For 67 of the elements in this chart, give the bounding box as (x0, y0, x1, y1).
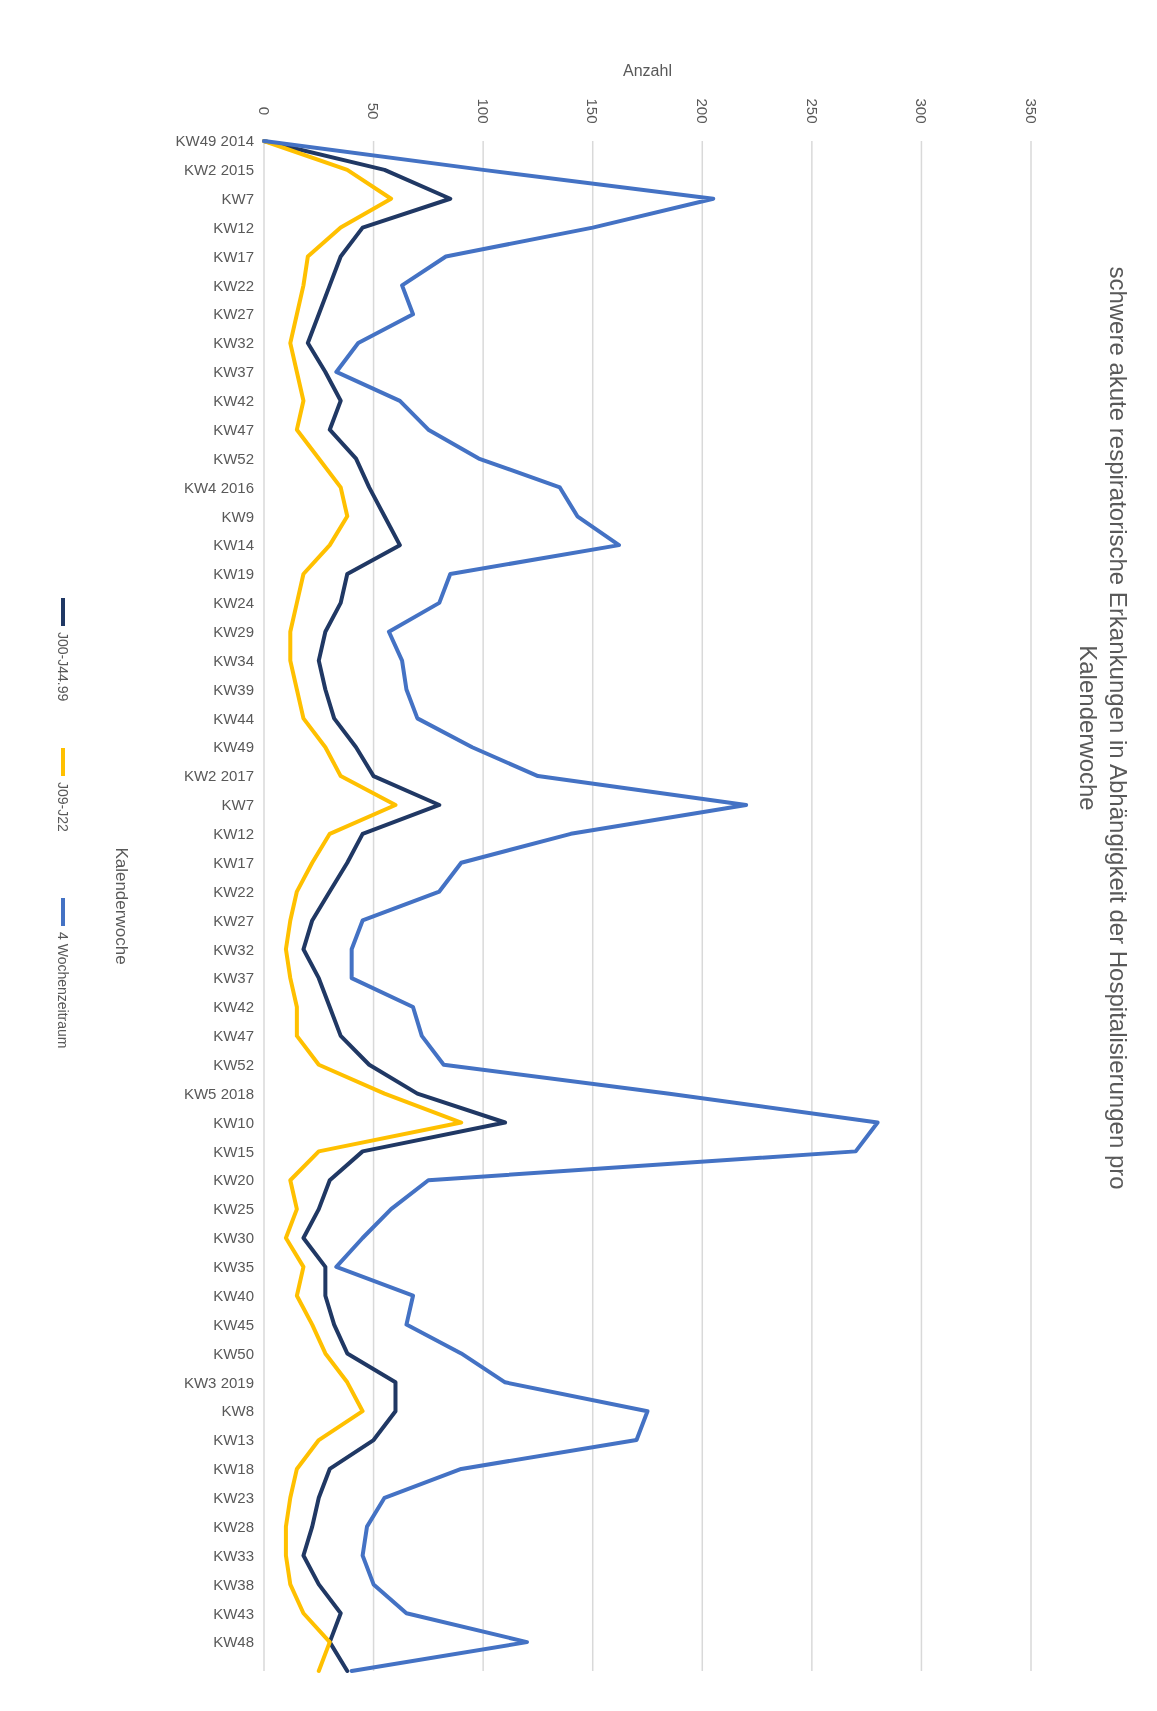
y-tick-label: KW12 (213, 218, 254, 236)
y-tick-label: KW5 2018 (183, 1084, 254, 1102)
x-tick-label: 50 (365, 102, 383, 120)
legend-label: J00-J44.99 (55, 632, 72, 702)
y-tick-label: KW27 (213, 305, 254, 323)
y-tick-label: KW29 (213, 623, 254, 640)
y-tick-label: KW8 (221, 1402, 254, 1420)
y-tick-label: KW17 (213, 247, 254, 265)
x-axis-title: Anzahl (623, 62, 672, 79)
y-tick-label: KW20 (213, 1171, 254, 1189)
legend-label: J09-J22 (55, 782, 72, 833)
y-tick-label: KW52 (213, 1056, 254, 1074)
y-tick-label: KW48 (213, 1633, 254, 1651)
x-tick-label: 250 (803, 98, 821, 124)
y-tick-label: KW10 (213, 1113, 254, 1131)
x-tick-label: 200 (694, 98, 712, 124)
y-tick-label: KW37 (213, 969, 254, 987)
y-tick-label: KW23 (213, 1489, 254, 1507)
y-tick-label: KW19 (213, 565, 254, 583)
y-tick-label: KW38 (213, 1575, 254, 1593)
y-tick-label: KW50 (213, 1344, 254, 1362)
y-tick-label: KW13 (213, 1431, 254, 1449)
x-tick-label: 150 (584, 98, 602, 124)
y-tick-label: KW33 (213, 1546, 254, 1564)
legend-label: 4 Wochenzeitraum (55, 932, 72, 1049)
y-tick-label: KW24 (213, 594, 254, 612)
x-tick-label: 300 (913, 98, 931, 124)
y-tick-label: KW14 (213, 536, 254, 554)
y-tick-label: KW15 (213, 1142, 254, 1160)
y-tick-label: KW34 (213, 651, 254, 669)
y-tick-label: KW32 (213, 334, 254, 352)
y-tick-label: KW18 (213, 1460, 254, 1478)
y-tick-label: KW47 (213, 420, 254, 438)
y-tick-label: KW17 (213, 853, 254, 871)
y-tick-label: KW52 (213, 449, 254, 467)
y-tick-label: KW35 (213, 1258, 254, 1276)
x-tick-label: 100 (474, 98, 492, 124)
y-tick-label: KW7 (221, 189, 254, 207)
y-tick-label: KW7 (221, 796, 254, 814)
y-tick-label: KW45 (213, 1315, 254, 1333)
y-tick-label: KW49 (213, 738, 254, 756)
y-tick-label: KW28 (213, 1517, 254, 1535)
y-tick-label: KW22 (213, 276, 254, 294)
y-tick-label: KW37 (213, 363, 254, 381)
y-tick-label: KW2 2017 (183, 767, 254, 785)
y-tick-label: KW32 (213, 940, 254, 958)
y-tick-label: KW47 (213, 1027, 254, 1045)
y-tick-label: KW4 2016 (183, 478, 254, 496)
y-tick-label: KW42 (213, 392, 254, 410)
y-axis-title: Kalenderwoche (112, 847, 131, 965)
y-tick-label: KW30 (213, 1229, 254, 1247)
y-tick-label: KW49 2014 (175, 132, 254, 150)
y-tick-label: KW9 (221, 507, 254, 525)
y-tick-label: KW44 (213, 709, 254, 727)
x-tick-label: 0 (255, 106, 273, 116)
y-tick-label: KW42 (213, 998, 254, 1016)
y-tick-label: KW43 (213, 1604, 254, 1622)
y-tick-label: KW2 2015 (183, 161, 254, 179)
y-tick-label: KW25 (213, 1200, 254, 1218)
text: schwere akute respiratorische Erkankungen in Abhängigkeit der Hospitalisierungen pro Kalenderwoche (1075, 266, 1132, 1190)
y-tick-label: KW40 (213, 1286, 254, 1304)
x-tick-label: 350 (1022, 98, 1040, 124)
y-tick-label: KW27 (213, 911, 254, 929)
y-tick-label: KW3 2019 (183, 1373, 254, 1391)
y-tick-label: KW12 (213, 825, 254, 843)
y-tick-label: KW39 (213, 680, 254, 698)
y-tick-label: KW22 (213, 882, 254, 900)
